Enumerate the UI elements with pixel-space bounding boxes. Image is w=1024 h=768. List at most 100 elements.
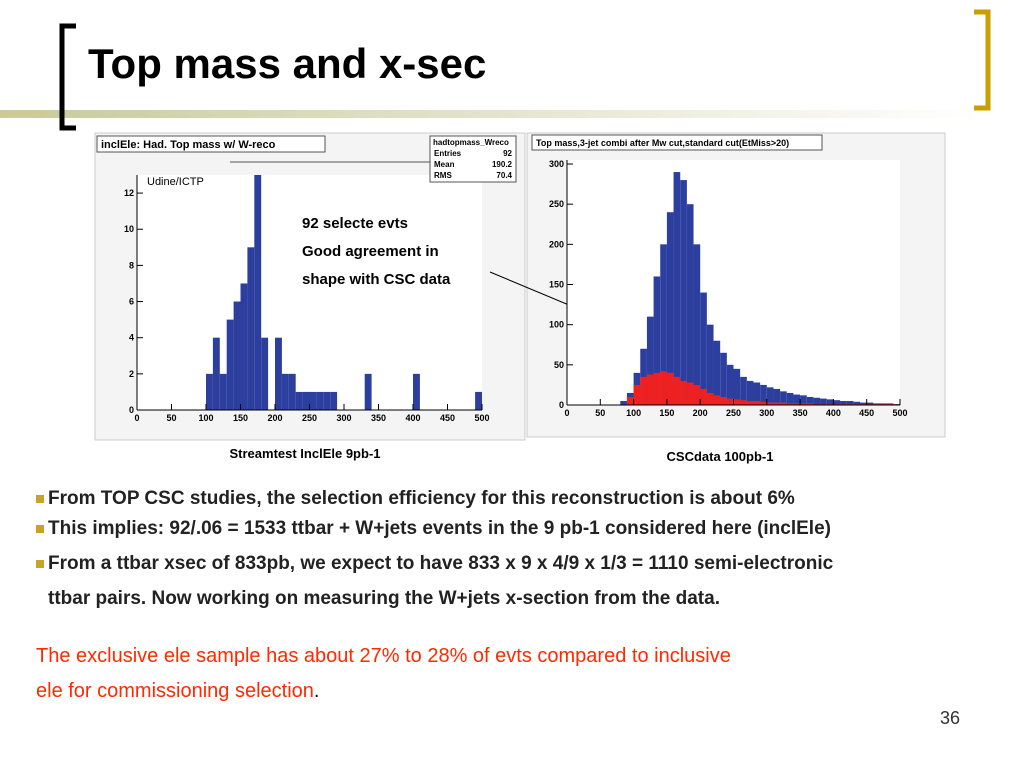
histogram-bar xyxy=(646,374,654,405)
histogram-bar xyxy=(686,382,694,405)
histogram-bar xyxy=(733,399,741,405)
histogram-bar xyxy=(680,180,687,405)
histogram-bar xyxy=(226,319,234,410)
histogram-bar xyxy=(254,175,262,410)
plot-area xyxy=(567,160,900,405)
stats-key: RMS xyxy=(434,171,452,180)
histogram-bar xyxy=(247,247,255,410)
note-line: The exclusive ele sample has about 27% t… xyxy=(36,645,731,667)
x-tick-label: 450 xyxy=(859,408,874,418)
histogram-bar xyxy=(275,337,282,410)
histogram-bar xyxy=(833,400,841,405)
header-band xyxy=(0,110,980,118)
histogram-bar xyxy=(866,402,874,405)
histogram-bar xyxy=(309,391,317,410)
histogram-bar xyxy=(633,384,641,405)
x-tick-label: 500 xyxy=(474,413,489,423)
x-tick-label: 200 xyxy=(267,413,282,423)
bullet-marker xyxy=(36,494,44,503)
x-tick-label: 250 xyxy=(726,408,741,418)
histogram-bar xyxy=(793,394,801,405)
x-tick-label: 450 xyxy=(440,413,455,423)
y-tick-label: 8 xyxy=(129,260,134,270)
annotation-line: Good agreement in xyxy=(302,243,439,260)
histogram-bar xyxy=(673,376,681,405)
histogram-bar xyxy=(720,352,727,405)
x-tick-label: 50 xyxy=(166,413,176,423)
histogram-bar xyxy=(646,316,654,405)
histogram-bar xyxy=(475,391,482,410)
histogram-bar xyxy=(746,400,754,405)
x-tick-label: 200 xyxy=(693,408,708,418)
plot-caption: CSCdata 100pb-1 xyxy=(667,449,774,464)
histogram-bar xyxy=(686,204,694,405)
histogram-bar xyxy=(846,400,854,405)
histogram-bar xyxy=(364,373,372,410)
histogram-bar xyxy=(820,398,827,405)
y-tick-label: 300 xyxy=(549,159,564,169)
x-tick-label: 350 xyxy=(793,408,808,418)
y-tick-label: 4 xyxy=(129,333,134,343)
histogram-bar xyxy=(413,373,420,410)
x-tick-label: 300 xyxy=(759,408,774,418)
x-tick-label: 500 xyxy=(892,408,907,418)
histogram-bar xyxy=(700,388,707,405)
histogram-bar xyxy=(666,372,674,405)
histogram-bar xyxy=(261,337,269,410)
x-tick-label: 250 xyxy=(302,413,317,423)
histogram-bar xyxy=(726,364,734,405)
bullet-marker xyxy=(36,524,44,533)
histogram-bar xyxy=(323,391,331,410)
bullet-text: This implies: 92/.06 = 1533 ttbar + W+je… xyxy=(48,518,831,539)
histogram-bar xyxy=(860,402,867,405)
note-period: . xyxy=(313,680,320,702)
y-tick-label: 50 xyxy=(554,360,564,370)
y-tick-label: 12 xyxy=(124,188,134,198)
histogram-bar xyxy=(806,396,814,405)
histogram-bar xyxy=(295,391,303,410)
y-tick-label: 10 xyxy=(124,224,134,234)
histogram-bar xyxy=(330,391,338,410)
histogram-bar xyxy=(780,402,787,405)
bullet-text: From TOP CSC studies, the selection effi… xyxy=(48,488,795,509)
y-tick-label: 2 xyxy=(129,369,134,379)
plot-title-box xyxy=(96,135,326,153)
stats-key: Entries xyxy=(434,149,462,158)
histogram-bar xyxy=(706,324,714,405)
histogram-bar xyxy=(826,399,834,405)
x-tick-label: 350 xyxy=(371,413,386,423)
histogram-bar xyxy=(786,392,794,405)
x-tick-label: 100 xyxy=(626,408,641,418)
histogram-bar xyxy=(800,395,807,405)
histogram-bar xyxy=(233,301,241,410)
histogram-bar xyxy=(740,400,747,405)
annotation-line: 92 selecte evts xyxy=(302,215,408,232)
histogram-bar xyxy=(773,402,781,405)
slide-title: Top mass and x-sec xyxy=(88,40,487,87)
right-bracket xyxy=(974,9,991,111)
histogram-bar xyxy=(766,402,774,405)
histogram-bar xyxy=(640,376,647,405)
histogram-bar xyxy=(713,340,721,405)
left-bracket xyxy=(59,23,76,131)
histogram-bar xyxy=(693,244,701,405)
note-line: ele for commissioning selection. xyxy=(36,680,319,703)
bullet-text: From a ttbar xsec of 833pb, we expect to… xyxy=(48,553,834,574)
bullet-text: ttbar pairs. Now working on measuring th… xyxy=(48,588,720,609)
plots: 0 50 100 150 200 250 300 350 400 450 500024681012i… xyxy=(96,134,908,464)
x-tick-label: 0 xyxy=(564,408,569,418)
histogram-bar xyxy=(746,380,754,405)
histogram-bar xyxy=(840,400,847,405)
y-tick-label: 250 xyxy=(549,199,564,209)
histogram-bar xyxy=(720,396,727,405)
histogram-bar xyxy=(706,392,714,405)
histogram-bar xyxy=(653,276,661,405)
histogram-bar xyxy=(316,391,324,410)
histogram-bar xyxy=(766,387,774,405)
x-tick-label: 0 xyxy=(134,413,139,423)
note-text: ele for commissioning selection xyxy=(36,680,314,702)
histogram-bar xyxy=(740,376,747,405)
x-tick-label: 150 xyxy=(233,413,248,423)
y-tick-label: 150 xyxy=(549,280,564,290)
x-tick-label: 300 xyxy=(336,413,351,423)
